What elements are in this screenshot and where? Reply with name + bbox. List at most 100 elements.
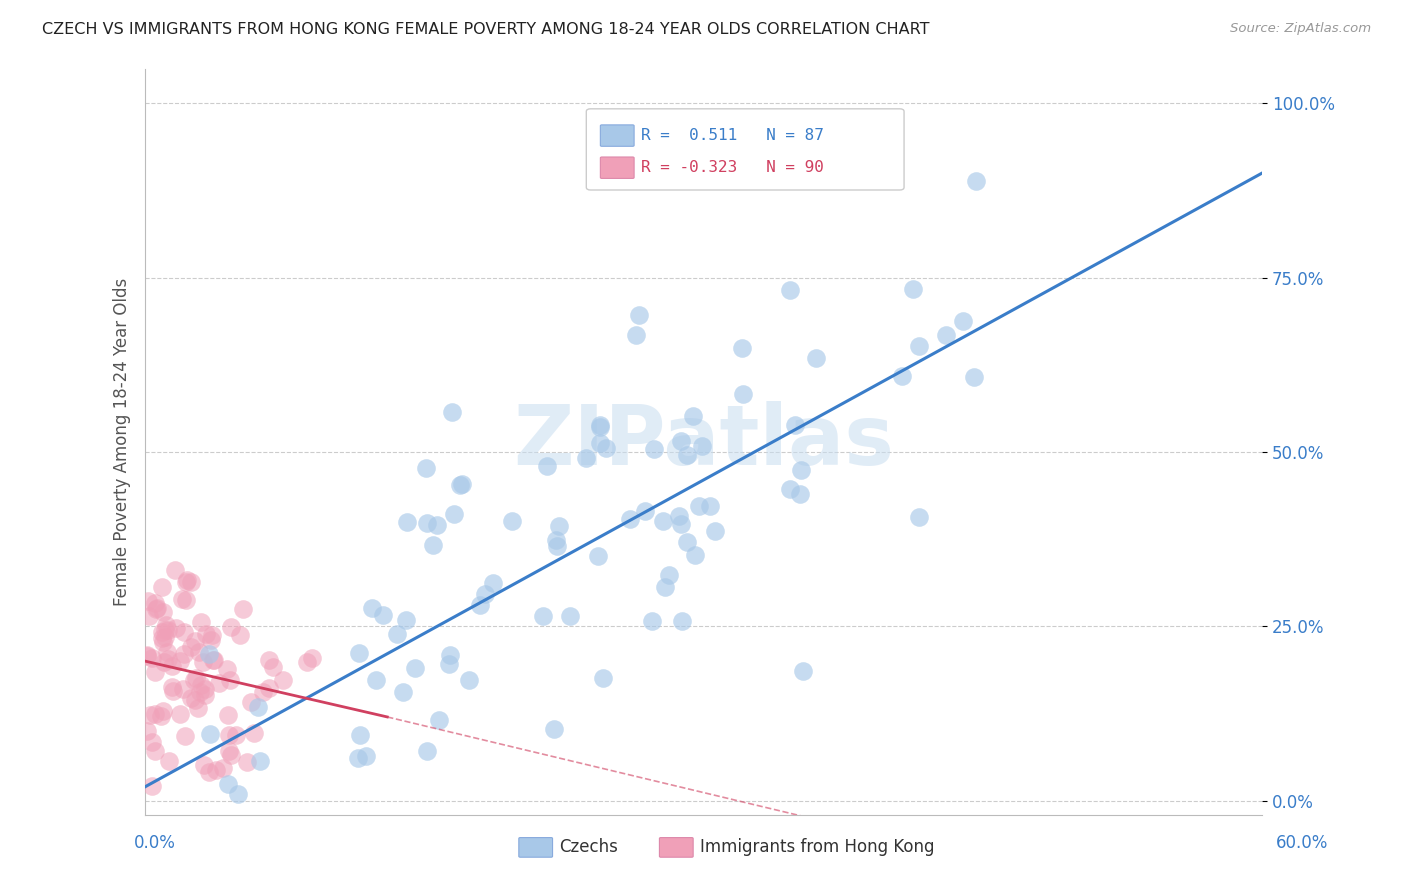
Text: R =  0.511   N = 87: R = 0.511 N = 87 <box>641 128 824 143</box>
Point <box>184 693 207 707</box>
Point <box>180 575 202 590</box>
Point <box>146 600 169 615</box>
Point <box>426 517 449 532</box>
Point <box>536 458 558 473</box>
Point <box>779 482 801 496</box>
Point <box>792 664 814 678</box>
Point <box>190 678 212 692</box>
Point <box>136 649 159 664</box>
Point <box>163 563 186 577</box>
Point <box>789 486 811 500</box>
Point <box>668 508 690 523</box>
Point <box>443 507 465 521</box>
Point <box>141 735 163 749</box>
Point <box>676 448 699 462</box>
Point <box>198 648 221 662</box>
Text: Source: ZipAtlas.com: Source: ZipAtlas.com <box>1230 22 1371 36</box>
Point <box>804 351 827 365</box>
Point <box>360 601 382 615</box>
Text: CZECH VS IMMIGRANTS FROM HONG KONG FEMALE POVERTY AMONG 18-24 YEAR OLDS CORRELAT: CZECH VS IMMIGRANTS FROM HONG KONG FEMAL… <box>42 22 929 37</box>
Point <box>202 653 225 667</box>
Point <box>628 308 651 322</box>
Point <box>226 787 249 801</box>
Y-axis label: Female Poverty Among 18-24 Year Olds: Female Poverty Among 18-24 Year Olds <box>114 277 131 606</box>
Text: ZIPatlas: ZIPatlas <box>513 401 894 482</box>
Point <box>136 648 159 662</box>
Point <box>139 708 162 723</box>
Point <box>450 477 472 491</box>
Point <box>908 339 931 353</box>
Point <box>682 409 704 423</box>
Point <box>259 681 281 695</box>
Point <box>198 726 221 740</box>
Point <box>901 282 924 296</box>
Point <box>643 442 665 456</box>
Point <box>671 614 693 628</box>
Point <box>592 671 614 685</box>
Point <box>217 662 239 676</box>
Point <box>193 655 215 669</box>
Point <box>157 755 180 769</box>
Point <box>180 640 202 655</box>
Point <box>156 645 179 659</box>
Point <box>427 714 450 728</box>
Point <box>441 405 464 419</box>
Point <box>952 314 974 328</box>
Point <box>225 728 247 742</box>
Point <box>174 593 197 607</box>
Point <box>150 580 173 594</box>
Point <box>779 283 801 297</box>
Point <box>301 650 323 665</box>
Point <box>155 618 177 632</box>
Point <box>190 615 212 630</box>
Point <box>184 634 207 648</box>
Point <box>548 519 571 533</box>
Point <box>198 764 221 779</box>
Point <box>439 648 461 662</box>
Point <box>156 623 179 637</box>
Point <box>619 512 641 526</box>
Point <box>173 624 195 639</box>
Point <box>141 651 163 665</box>
Point <box>152 605 174 619</box>
Point <box>669 434 692 448</box>
Point <box>232 601 254 615</box>
Text: R = -0.323   N = 90: R = -0.323 N = 90 <box>641 161 824 175</box>
Point <box>624 328 647 343</box>
Point <box>501 514 523 528</box>
Point <box>172 682 194 697</box>
Point <box>560 608 582 623</box>
Point <box>271 673 294 687</box>
Point <box>404 661 426 675</box>
Point <box>236 755 259 769</box>
Point <box>395 613 418 627</box>
Point <box>965 174 987 188</box>
Point <box>891 368 914 383</box>
Point <box>908 509 931 524</box>
Point <box>202 653 225 667</box>
Point <box>169 654 191 668</box>
Point <box>136 594 159 608</box>
Point <box>188 684 211 698</box>
Point <box>262 659 284 673</box>
Point <box>595 441 617 455</box>
Point <box>160 659 183 673</box>
Point <box>143 743 166 757</box>
Point <box>449 478 471 492</box>
Point <box>174 574 197 589</box>
Point <box>194 688 217 702</box>
Point <box>217 776 239 790</box>
Point <box>169 707 191 722</box>
Point <box>688 499 710 513</box>
Point <box>156 652 179 666</box>
Point <box>152 635 174 649</box>
Point <box>170 592 193 607</box>
Point <box>194 682 217 697</box>
Point <box>153 655 176 669</box>
Point <box>699 500 721 514</box>
Point <box>575 450 598 465</box>
Point <box>201 628 224 642</box>
Point <box>704 524 727 539</box>
Point <box>347 646 370 660</box>
Point <box>145 601 167 615</box>
